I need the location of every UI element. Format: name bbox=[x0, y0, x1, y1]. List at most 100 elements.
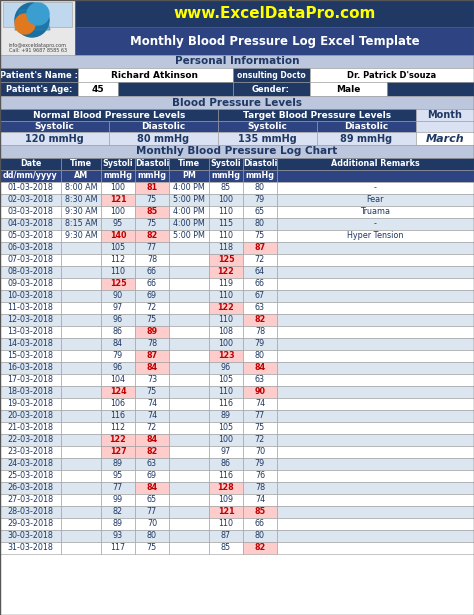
Text: 100: 100 bbox=[219, 435, 234, 445]
Text: 28-03-2018: 28-03-2018 bbox=[8, 507, 54, 517]
Text: 74: 74 bbox=[147, 400, 157, 408]
Bar bbox=[277, 314, 474, 326]
Text: 72: 72 bbox=[147, 303, 157, 312]
Bar bbox=[0, 434, 61, 446]
Text: 79: 79 bbox=[113, 352, 123, 360]
Bar bbox=[243, 398, 277, 410]
Bar bbox=[243, 362, 277, 374]
Text: Monthly Blood Pressure Log Excel Template: Monthly Blood Pressure Log Excel Templat… bbox=[130, 34, 419, 47]
Bar bbox=[61, 194, 101, 206]
Text: Diastoli: Diastoli bbox=[135, 159, 169, 169]
Bar bbox=[135, 230, 169, 242]
Bar bbox=[169, 206, 209, 218]
Text: 75: 75 bbox=[147, 544, 157, 552]
Text: 128: 128 bbox=[218, 483, 234, 493]
Text: AM: AM bbox=[74, 172, 88, 180]
Bar bbox=[169, 434, 209, 446]
Bar bbox=[0, 230, 61, 242]
Text: 122: 122 bbox=[218, 303, 234, 312]
Bar bbox=[209, 206, 243, 218]
Bar bbox=[101, 458, 135, 470]
Bar bbox=[209, 278, 243, 290]
Text: 85: 85 bbox=[221, 544, 231, 552]
Bar bbox=[243, 314, 277, 326]
Text: 15-03-2018: 15-03-2018 bbox=[8, 352, 54, 360]
Text: Fear: Fear bbox=[367, 196, 384, 205]
Bar bbox=[169, 218, 209, 230]
Text: 75: 75 bbox=[147, 315, 157, 325]
Text: 87: 87 bbox=[221, 531, 231, 541]
Text: 100: 100 bbox=[110, 183, 126, 192]
Bar bbox=[0, 206, 61, 218]
Bar bbox=[277, 374, 474, 386]
Bar bbox=[277, 290, 474, 302]
Text: 16-03-2018: 16-03-2018 bbox=[8, 363, 54, 373]
Bar bbox=[277, 338, 474, 350]
Bar bbox=[101, 218, 135, 230]
Text: 23-03-2018: 23-03-2018 bbox=[8, 448, 54, 456]
Text: 5:00 PM: 5:00 PM bbox=[173, 196, 205, 205]
Bar bbox=[243, 266, 277, 278]
Text: 10-03-2018: 10-03-2018 bbox=[8, 292, 54, 301]
Bar bbox=[310, 68, 474, 82]
Text: 70: 70 bbox=[255, 448, 265, 456]
Bar bbox=[0, 494, 61, 506]
Bar bbox=[0, 302, 61, 314]
Text: 78: 78 bbox=[255, 328, 265, 336]
Bar bbox=[277, 470, 474, 482]
Bar bbox=[169, 314, 209, 326]
Bar bbox=[101, 506, 135, 518]
Text: 07-03-2018: 07-03-2018 bbox=[8, 255, 54, 264]
Bar bbox=[0, 0, 75, 55]
Text: 140: 140 bbox=[110, 231, 126, 240]
Text: 79: 79 bbox=[255, 196, 265, 205]
Text: 72: 72 bbox=[255, 255, 265, 264]
Bar bbox=[209, 194, 243, 206]
Text: 8:15 AM: 8:15 AM bbox=[64, 220, 97, 229]
Text: Hyper Tension: Hyper Tension bbox=[347, 231, 404, 240]
Bar bbox=[317, 121, 416, 132]
Bar bbox=[0, 506, 61, 518]
Text: 64: 64 bbox=[255, 268, 265, 277]
Text: 63: 63 bbox=[255, 303, 265, 312]
Text: 19-03-2018: 19-03-2018 bbox=[8, 400, 54, 408]
Text: dd/mm/yyyy: dd/mm/yyyy bbox=[3, 172, 58, 180]
Bar bbox=[0, 82, 78, 96]
Bar bbox=[61, 386, 101, 398]
Text: 75: 75 bbox=[255, 231, 265, 240]
Text: 8:00 AM: 8:00 AM bbox=[65, 183, 97, 192]
Text: 90: 90 bbox=[113, 292, 123, 301]
Text: Blood Pressure Levels: Blood Pressure Levels bbox=[172, 98, 302, 108]
Bar bbox=[135, 314, 169, 326]
Text: 5:00 PM: 5:00 PM bbox=[173, 231, 205, 240]
Bar bbox=[233, 68, 310, 82]
Bar bbox=[0, 470, 61, 482]
Bar bbox=[135, 398, 169, 410]
Bar bbox=[61, 254, 101, 266]
Bar bbox=[310, 82, 387, 96]
Text: 97: 97 bbox=[221, 448, 231, 456]
Bar bbox=[101, 230, 135, 242]
Bar bbox=[135, 338, 169, 350]
Text: mmHg: mmHg bbox=[137, 172, 166, 180]
Bar bbox=[0, 182, 61, 194]
Bar bbox=[209, 518, 243, 530]
Text: 72: 72 bbox=[147, 424, 157, 432]
Bar bbox=[277, 542, 474, 554]
Bar bbox=[169, 254, 209, 266]
Circle shape bbox=[15, 3, 49, 37]
Text: Systolic: Systolic bbox=[35, 122, 74, 131]
Text: 65: 65 bbox=[147, 496, 157, 504]
Text: 84: 84 bbox=[146, 483, 157, 493]
Bar bbox=[218, 132, 317, 145]
Bar bbox=[243, 542, 277, 554]
Bar bbox=[101, 278, 135, 290]
Bar bbox=[61, 398, 101, 410]
Bar bbox=[0, 290, 61, 302]
Text: Gender:: Gender: bbox=[252, 84, 290, 93]
Text: Date: Date bbox=[20, 159, 41, 169]
Bar bbox=[0, 482, 61, 494]
Text: 86: 86 bbox=[113, 328, 123, 336]
Text: Target Blood Pressure Levels: Target Blood Pressure Levels bbox=[243, 111, 391, 119]
Text: 78: 78 bbox=[147, 255, 157, 264]
